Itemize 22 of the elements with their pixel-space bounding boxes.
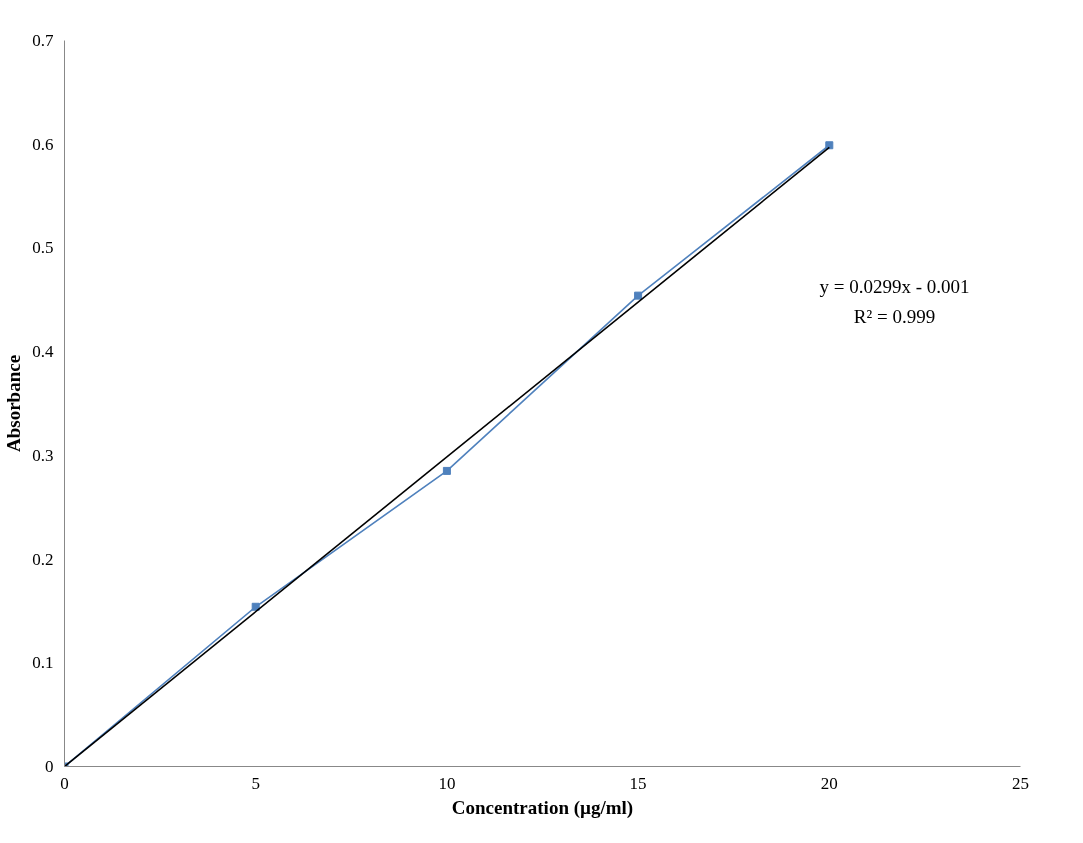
annotation: y = 0.0299x - 0.001 <box>819 275 970 297</box>
y-axis-title: Absorbance <box>3 354 25 453</box>
x-tick-label: 5 <box>251 773 260 793</box>
x-tick-label: 20 <box>820 773 838 793</box>
y-tick-label: 0.3 <box>32 445 54 465</box>
y-tick-label: 0.6 <box>32 134 54 154</box>
point <box>634 291 643 300</box>
point <box>251 602 260 611</box>
y-tick-label: 0.4 <box>32 342 54 362</box>
y-tick-label: 0.7 <box>32 31 54 50</box>
x-tick-label: 10 <box>438 773 456 793</box>
point <box>442 466 451 475</box>
x-tick-label: 25 <box>1012 773 1029 793</box>
y-tick-label: 0 <box>45 757 54 776</box>
x-tick-label: 0 <box>60 773 69 793</box>
annotation: R² = 0.999 <box>853 305 936 327</box>
x-axis-title: Concentration (µg/ml) <box>451 796 634 819</box>
y-tick-label: 0.1 <box>32 653 54 673</box>
y-tick-label: 0.2 <box>32 549 54 569</box>
y-tick-label: 0.5 <box>32 238 54 258</box>
point <box>825 141 834 150</box>
x-tick-label: 15 <box>629 773 647 793</box>
